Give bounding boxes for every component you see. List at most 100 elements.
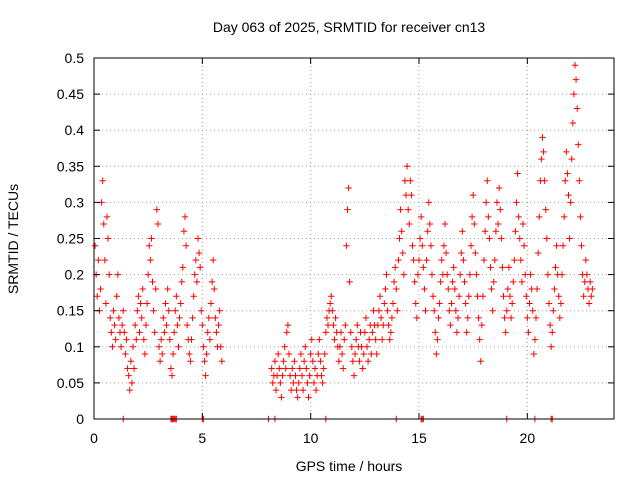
data-point [420, 264, 427, 271]
data-point [127, 358, 135, 365]
data-point [336, 343, 344, 350]
data-point [310, 379, 318, 387]
data-point [194, 235, 202, 242]
data-point [174, 321, 181, 329]
data-point [515, 213, 522, 221]
data-point [500, 293, 507, 300]
data-point [448, 300, 455, 307]
y-tick-label: 0.05 [57, 375, 84, 391]
data-point [546, 321, 554, 329]
data-point [212, 314, 219, 322]
data-point [373, 350, 380, 358]
data-point [118, 321, 126, 329]
data-point [372, 336, 379, 343]
data-point [207, 300, 215, 307]
data-point [97, 285, 104, 293]
data-point [573, 105, 581, 112]
y-tick-label: 0.1 [65, 339, 85, 355]
y-tick-label: 0.3 [65, 194, 85, 210]
data-point [287, 386, 295, 394]
data-point [502, 329, 509, 336]
data-point [541, 177, 548, 184]
data-point [128, 379, 136, 387]
data-point [358, 343, 365, 350]
x-axis-label: GPS time / hours [296, 458, 403, 474]
data-point [442, 249, 450, 257]
data-point [180, 228, 188, 235]
data-point [218, 358, 226, 365]
data-point [504, 285, 512, 293]
data-point [133, 336, 140, 343]
data-point [550, 307, 557, 314]
data-point [350, 372, 358, 379]
data-point [428, 271, 436, 278]
data-point [571, 62, 579, 69]
data-point [419, 242, 426, 249]
data-point [378, 336, 386, 343]
data-point [395, 256, 402, 264]
data-point [272, 386, 280, 394]
data-point [361, 329, 369, 336]
data-point [179, 264, 187, 271]
data-point [539, 134, 546, 141]
data-point [307, 350, 314, 358]
data-point [178, 278, 185, 286]
data-point [193, 278, 201, 286]
data-point [190, 293, 197, 300]
data-point [312, 386, 320, 394]
data-point [585, 300, 593, 307]
data-point [398, 228, 405, 235]
data-point [495, 184, 503, 192]
y-tick-label: 0.45 [57, 86, 84, 102]
data-point [489, 307, 496, 314]
data-point [570, 90, 578, 98]
data-point [523, 293, 530, 300]
data-point [514, 170, 521, 177]
data-point [454, 314, 462, 322]
data-point [277, 379, 284, 387]
data-point [159, 350, 166, 358]
data-points [91, 62, 596, 423]
data-point [109, 343, 116, 350]
data-point [302, 343, 309, 350]
data-point [201, 358, 208, 365]
data-point [354, 321, 361, 329]
data-point [271, 358, 279, 365]
data-point [341, 336, 348, 343]
data-point [565, 191, 572, 199]
data-point [140, 336, 148, 343]
data-point [487, 264, 494, 271]
data-point [410, 256, 417, 264]
data-point [360, 350, 367, 358]
data-point [364, 358, 372, 365]
data-point [111, 321, 118, 329]
data-point [543, 235, 551, 242]
data-point [330, 321, 337, 329]
data-point [544, 271, 552, 278]
data-point [506, 293, 514, 300]
data-point [163, 321, 170, 329]
data-point [123, 336, 130, 343]
x-tick-label: 10 [303, 430, 319, 446]
data-point [542, 206, 549, 213]
data-point [165, 307, 172, 314]
data-point [142, 321, 150, 329]
data-point [545, 300, 553, 307]
data-point [157, 336, 165, 343]
data-point [588, 293, 595, 300]
data-point [189, 314, 196, 322]
data-point [468, 213, 476, 221]
data-point [173, 293, 180, 300]
data-point [369, 329, 376, 336]
data-point [494, 220, 502, 228]
data-point [153, 206, 161, 213]
data-point [462, 300, 469, 307]
data-point [536, 213, 543, 221]
data-point [136, 329, 143, 336]
x-tick-label: 5 [198, 430, 206, 446]
data-point [363, 343, 371, 350]
data-point [508, 300, 516, 307]
data-point [108, 329, 115, 336]
data-point [269, 379, 276, 387]
data-point [112, 336, 119, 343]
